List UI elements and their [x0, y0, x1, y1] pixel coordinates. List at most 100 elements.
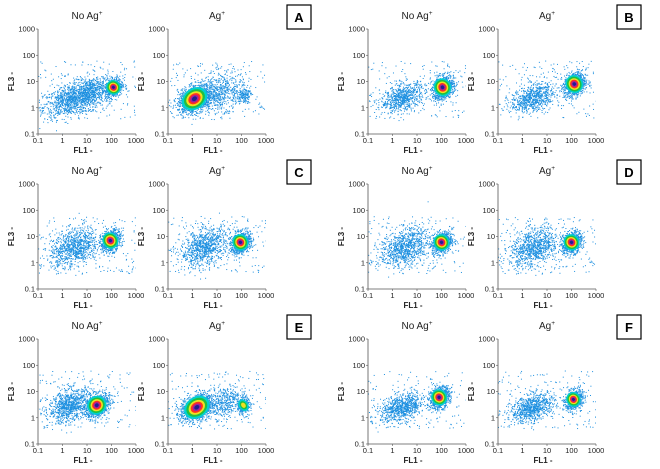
- data-point: [74, 82, 76, 84]
- data-point: [254, 110, 256, 112]
- data-point: [101, 100, 103, 102]
- data-point: [55, 97, 57, 99]
- data-point: [242, 89, 244, 91]
- data-point: [93, 84, 95, 86]
- data-point: [193, 87, 195, 89]
- data-point: [56, 119, 58, 121]
- data-point: [51, 83, 53, 85]
- data-point: [92, 94, 94, 96]
- data-point: [225, 84, 227, 86]
- data-point: [241, 91, 243, 93]
- data-point: [82, 110, 84, 112]
- data-point: [78, 95, 80, 97]
- data-point: [210, 96, 212, 98]
- data-point: [205, 103, 207, 105]
- data-point: [23, 103, 24, 104]
- data-point: [63, 97, 65, 99]
- data-point: [401, 90, 403, 92]
- data-point: [243, 100, 245, 102]
- data-point: [248, 65, 250, 67]
- data-point: [74, 99, 76, 101]
- data-point: [389, 107, 391, 109]
- data-point: [243, 93, 245, 95]
- data-point: [76, 100, 78, 102]
- data-point: [419, 94, 421, 96]
- data-point: [382, 93, 384, 95]
- data-point: [60, 92, 62, 94]
- data-point: [176, 114, 178, 116]
- data-point: [230, 99, 232, 101]
- data-point: [102, 92, 104, 94]
- data-point: [98, 81, 100, 83]
- data-point: [196, 112, 198, 114]
- data-point: [188, 89, 190, 91]
- data-point: [87, 108, 89, 110]
- data-point: [85, 82, 87, 84]
- data-point: [83, 93, 85, 95]
- data-point: [406, 99, 408, 101]
- data-point: [54, 91, 56, 93]
- data-point: [80, 92, 82, 94]
- data-point: [382, 104, 384, 106]
- data-point: [87, 95, 89, 97]
- data-point: [63, 110, 65, 112]
- data-point: [400, 102, 402, 104]
- data-point: [202, 85, 204, 87]
- data-point: [122, 103, 124, 105]
- data-point: [416, 81, 418, 83]
- data-point: [390, 110, 392, 112]
- data-point: [63, 109, 65, 111]
- data-point: [184, 90, 186, 92]
- data-point: [200, 109, 202, 111]
- data-point: [221, 105, 223, 107]
- data-point: [73, 103, 75, 105]
- data-point: [392, 107, 394, 109]
- data-point: [98, 117, 100, 119]
- data-point: [39, 110, 41, 112]
- data-point: [223, 90, 225, 92]
- data-point: [214, 102, 216, 104]
- data-point: [48, 101, 50, 103]
- data-point: [73, 95, 75, 97]
- data-point: [198, 84, 200, 86]
- data-point: [227, 110, 229, 112]
- data-point: [175, 106, 177, 108]
- data-point: [249, 90, 251, 92]
- data-point: [407, 90, 409, 92]
- data-point: [226, 79, 228, 81]
- data-point: [199, 86, 201, 88]
- data-point: [101, 104, 103, 106]
- data-point: [117, 80, 119, 82]
- data-point: [82, 97, 84, 99]
- data-point: [60, 96, 62, 98]
- data-point: [82, 99, 84, 101]
- data-point: [81, 94, 83, 96]
- data-point: [205, 103, 207, 105]
- data-point: [49, 111, 51, 113]
- data-point: [220, 91, 222, 93]
- data-point: [176, 98, 178, 100]
- data-point: [410, 107, 412, 109]
- data-point: [213, 101, 215, 103]
- data-point: [215, 80, 217, 82]
- data-points: [23, 60, 136, 134]
- data-point: [416, 89, 418, 91]
- data-point: [98, 85, 100, 87]
- data-point: [69, 90, 71, 92]
- data-point: [68, 110, 70, 112]
- data-point: [82, 86, 84, 88]
- data-point: [390, 99, 392, 101]
- data-point: [212, 85, 214, 87]
- data-point: [216, 89, 218, 91]
- data-point: [121, 93, 123, 95]
- data-point: [67, 73, 69, 75]
- data-point: [88, 88, 90, 90]
- data-point: [44, 118, 46, 120]
- data-point: [76, 108, 78, 110]
- data-point: [73, 91, 75, 93]
- data-point: [199, 117, 201, 119]
- data-point: [390, 107, 392, 109]
- data-point: [87, 110, 89, 112]
- data-point: [245, 89, 247, 91]
- data-point: [58, 89, 60, 91]
